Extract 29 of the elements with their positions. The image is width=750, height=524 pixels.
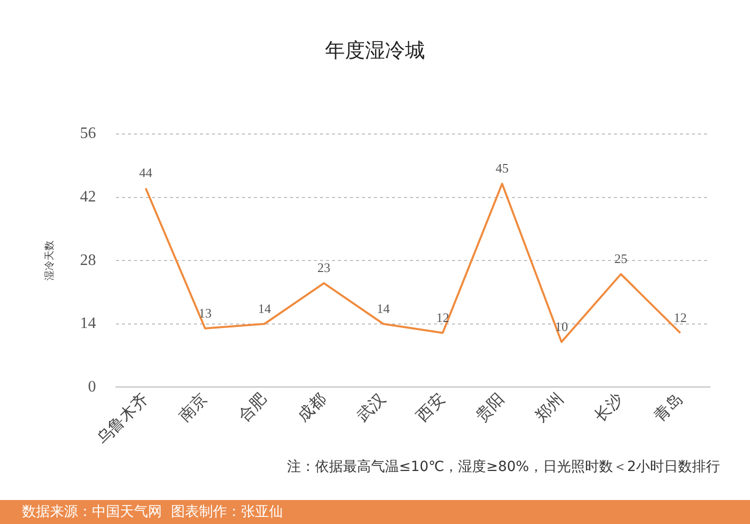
data-label: 12 bbox=[436, 310, 450, 325]
y-tick-label: 14 bbox=[80, 315, 96, 332]
data-label: 10 bbox=[555, 318, 568, 334]
x-tick-label: 武汉 bbox=[353, 389, 390, 426]
y-axis-title: 湿冷天数 bbox=[44, 240, 56, 281]
data-label: 23 bbox=[317, 260, 330, 276]
x-tick-label: 西安 bbox=[412, 389, 448, 426]
data-label: 44 bbox=[139, 165, 153, 180]
data-label: 13 bbox=[198, 305, 212, 320]
footer-strip: 数据来源：中国天气网 图表制作：张亚仙 bbox=[0, 500, 750, 524]
data-label: 45 bbox=[496, 160, 509, 176]
source-note: 数据来源：中国天气网 图表制作：张亚仙 bbox=[22, 503, 283, 521]
data-label: 14 bbox=[258, 300, 272, 316]
text: 注：依据最高气温≤10℃，湿度≥80%，日光照时数＜2小时日数排行 bbox=[286, 458, 720, 476]
x-tick-label: 贵阳 bbox=[472, 389, 508, 426]
chart-title: 年度湿冷城 bbox=[325, 38, 425, 62]
x-tick-label: 长沙 bbox=[590, 389, 627, 426]
x-tick-label: 青岛 bbox=[650, 389, 686, 426]
x-tick-label: 郑州 bbox=[531, 389, 568, 426]
x-tick-label: 南京 bbox=[174, 389, 211, 426]
y-tick-label: 28 bbox=[80, 252, 96, 269]
y-tick-label: 56 bbox=[80, 125, 96, 142]
y-tick-label: 42 bbox=[80, 188, 96, 206]
y-tick-label: 0 bbox=[88, 378, 96, 396]
data-label: 25 bbox=[614, 251, 628, 266]
x-tick-label: 合肥 bbox=[234, 389, 270, 426]
data-label: 14 bbox=[376, 300, 390, 316]
x-tick-label: 成都 bbox=[294, 389, 330, 426]
data-label: 12 bbox=[674, 310, 687, 325]
